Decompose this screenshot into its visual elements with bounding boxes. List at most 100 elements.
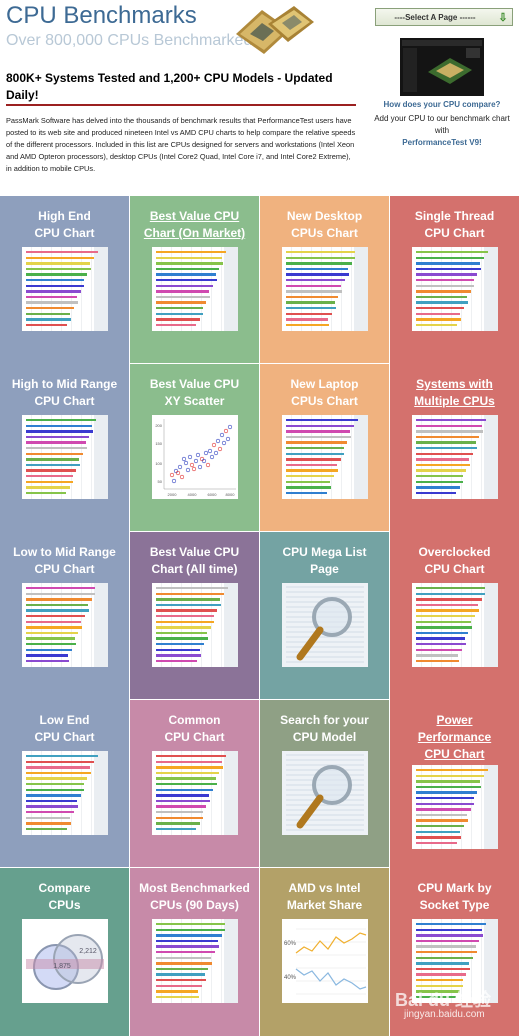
chart-thumb-bar [285,312,332,315]
chart-thumb-bar [415,295,467,299]
chart-thumbnail[interactable] [21,751,108,835]
chart-thumb-bar [155,598,221,601]
tile-new-desktop-cpus[interactable]: New Desktop CPUs Chart [260,196,389,363]
tile-amd-vs-intel[interactable]: AMD vs Intel Market Share 60% 40% [260,868,389,1036]
chart-thumb-bar [25,318,72,321]
tile-label[interactable]: CPU Mark by Socket Type [417,881,492,912]
tile-label[interactable]: Best Value CPU Chart (All time) [149,545,240,576]
chart-thumb-bar [415,637,465,640]
tile-label[interactable]: Power Performance CPU Chart [417,713,492,761]
chart-thumb-bar [155,290,210,293]
chart-thumb-bar [285,447,344,450]
tile-label[interactable]: Low End CPU Chart [34,713,95,744]
line-thumbnail[interactable]: 60% 40% [281,919,368,1003]
tile-label[interactable]: High End CPU Chart [34,209,95,240]
chart-thumb-bar [415,648,462,651]
tile-most-benchmarked[interactable]: Most Benchmarked CPUs (90 Days) [130,868,259,1036]
chart-thumb-bar [25,256,94,259]
tile-label[interactable]: Low to Mid Range CPU Chart [13,545,116,576]
tile-best-value-all-time[interactable]: Best Value CPU Chart (All time) [130,532,259,699]
chart-thumb-bar [25,822,72,825]
tile-multiple-cpus[interactable]: Systems with Multiple CPUs [390,364,519,531]
tile-label[interactable]: Most Benchmarked CPUs (90 Days) [139,881,250,912]
tile-low-to-mid-range[interactable]: Low to Mid Range CPU Chart [0,532,129,699]
tile-label[interactable]: Compare CPUs [38,881,91,912]
chart-thumb-bar [415,463,470,467]
tile-label[interactable]: Systems with Multiple CPUs [414,377,495,408]
chart-thumb-bar [285,430,351,433]
chart-thumb-bar [415,615,475,618]
chart-thumb-bar [155,643,204,646]
tile-label[interactable]: AMD vs Intel Market Share [286,881,363,912]
chart-thumbnail[interactable] [411,247,498,331]
chart-thumb-bar [155,788,213,791]
tile-label[interactable]: Common CPU Chart [164,713,225,744]
tile-compare-cpus[interactable]: Compare CPUs 2,212 1,875 [0,868,129,1036]
chart-thumb-bar [155,967,209,971]
tile-label[interactable]: New Desktop CPUs Chart [286,209,363,240]
performancetest-screenshot[interactable] [400,38,484,96]
tile-overclocked[interactable]: Overclocked CPU Chart [390,532,519,699]
tile-label[interactable]: Best Value CPU Chart (On Market) [143,209,246,240]
chart-thumb-bar [415,841,458,845]
chart-thumbnail[interactable] [281,247,368,331]
tile-power-performance[interactable]: Power Performance CPU Chart [390,700,519,867]
ad-question-link[interactable]: How does your CPU compare? [383,100,501,109]
tile-new-laptop-cpus[interactable]: New Laptop CPUs Chart [260,364,389,531]
tile-common-cpu[interactable]: Common CPU Chart [130,700,259,867]
tile-high-end-cpu-chart[interactable]: High End CPU Chart [0,196,129,363]
chart-thumbnail[interactable] [411,919,498,1003]
tile-low-end[interactable]: Low End CPU Chart [0,700,129,867]
scatter-x-tick: 2000 [167,492,177,497]
tile-label[interactable]: Best Value CPU XY Scatter [149,377,240,408]
chart-thumbnail[interactable] [411,415,498,499]
scatter-thumbnail[interactable]: 2000 4000 6000 8000 200 150 100 50 [151,415,238,499]
select-page-dropdown[interactable]: ----Select A Page ------ ⇩ [375,8,513,26]
chart-thumb-bar [155,939,218,943]
chart-thumbnail[interactable] [21,415,108,499]
chart-thumb-bar [415,813,467,817]
compare-thumbnail[interactable]: 2,212 1,875 [21,919,108,1003]
scatter-y-tick: 50 [157,479,162,484]
tile-search-cpu-model[interactable]: Search for your CPU Model [260,700,389,867]
tile-label[interactable]: Overclocked CPU Chart [418,545,491,576]
chart-thumbnail[interactable] [281,415,368,499]
tile-best-value-xy-scatter[interactable]: Best Value CPU XY Scatter 2000 4000 6000 800… [130,364,259,531]
tile-label[interactable]: High to Mid Range CPU Chart [11,377,118,408]
magnifier-icon[interactable] [281,583,368,667]
magnifier-icon[interactable] [281,751,368,835]
tile-best-value-on-market[interactable]: Best Value CPU Chart (On Market) [130,196,259,363]
chart-thumb-bar [155,822,200,825]
chart-thumbnail[interactable] [151,919,238,1003]
chart-thumb-bar [155,928,226,931]
tile-label[interactable]: New Laptop CPUs Chart [290,377,359,408]
tile-high-to-mid-range[interactable]: High to Mid Range CPU Chart [0,364,129,531]
chart-thumbnail[interactable] [151,247,238,331]
tile-label[interactable]: Single Thread CPU Chart [414,209,495,240]
chart-thumb-bar [155,771,220,775]
chart-thumb-bar [285,419,358,422]
chart-thumb-bar [25,458,80,461]
chart-thumb-bar [25,279,84,282]
market-share-tick: 60% [284,941,297,947]
chart-thumbnail[interactable] [411,583,498,667]
chart-thumb-bar [415,284,475,287]
chart-thumb-bar [155,262,224,265]
chart-thumbnail[interactable] [151,583,238,667]
tile-cpu-mark-by-socket[interactable]: CPU Mark by Socket Type [390,868,519,1036]
chart-thumb-bar [415,956,473,959]
chart-thumbnail[interactable] [411,765,498,849]
chart-thumb-bar [155,251,226,254]
chart-thumbnail[interactable] [21,247,108,331]
tile-single-thread[interactable]: Single Thread CPU Chart [390,196,519,363]
chevron-down-icon: ⇩ [498,11,508,24]
tile-label[interactable]: Search for your CPU Model [280,713,369,744]
performancetest-link[interactable]: PerformanceTest V9! [402,138,482,147]
chart-thumb-bar [415,312,461,315]
chart-thumbnail[interactable] [151,751,238,835]
tile-cpu-mega-list[interactable]: CPU Mega List Page [260,532,389,699]
chart-thumbnail[interactable] [21,583,108,667]
chart-thumb-bar [25,626,83,629]
chart-thumb-bar [415,945,476,948]
tile-label[interactable]: CPU Mega List Page [282,545,367,576]
